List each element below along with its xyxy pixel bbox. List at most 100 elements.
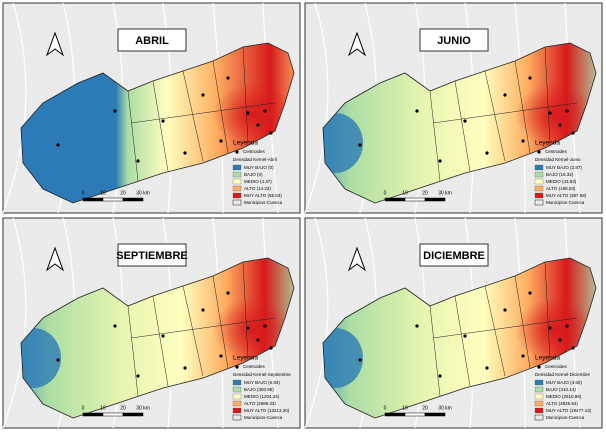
hotspot <box>515 83 595 147</box>
road <box>2 217 27 429</box>
municipal-boundary <box>484 70 506 162</box>
legend-swatch <box>534 192 544 199</box>
legend-item: MUY BAJO (2.87) <box>546 165 582 170</box>
scale-segment <box>82 197 104 202</box>
centroid <box>161 119 165 123</box>
legend-item: MUY BAJO (0) <box>244 165 274 170</box>
legend-item: Municipios-Cuenca <box>546 200 585 205</box>
road <box>304 2 329 214</box>
legend-item: MEDIO (4.37) <box>244 179 272 184</box>
north-arrow <box>45 31 65 57</box>
legend-title: Leyenda <box>233 355 258 362</box>
municipal-boundary <box>152 80 169 172</box>
centroid <box>136 159 140 163</box>
centroid <box>565 324 569 328</box>
legend-item: ALTO (188.03) <box>546 186 576 191</box>
legend-item: BAJO (300.95) <box>244 387 274 392</box>
scale-segment <box>424 197 446 202</box>
legend-swatch <box>534 199 544 206</box>
hotspot <box>515 298 595 362</box>
scale-segment <box>424 412 446 417</box>
municipal-boundary <box>182 70 204 162</box>
map-panel: ABRIL Leyenda Centroides Densidad Kernel-Ab… <box>2 2 301 214</box>
centroid <box>226 291 230 295</box>
scale-segment <box>102 412 124 417</box>
legend-swatch <box>232 185 242 192</box>
legend-swatch <box>232 379 242 386</box>
municipal-boundary <box>242 261 249 359</box>
hotspot <box>213 298 293 362</box>
legend-centroid-symbol <box>537 365 541 369</box>
legend-swatch <box>232 199 242 206</box>
title-box <box>117 28 187 52</box>
legend-item: Centroides <box>243 364 266 369</box>
centroid <box>565 109 569 113</box>
legend-subtitle: Densidad Kernel-Abril <box>233 157 277 162</box>
legend-item: ALTO (2889.33) <box>244 401 276 406</box>
centroid <box>358 358 362 362</box>
scale-label: 30 km <box>438 405 452 411</box>
municipal-boundary <box>182 285 204 377</box>
centroid <box>219 139 223 143</box>
centroid <box>246 111 250 115</box>
municipal-boundary <box>212 60 229 154</box>
legend-swatch <box>232 414 242 421</box>
centroid <box>219 354 223 358</box>
municipal-boundary <box>20 42 295 204</box>
municipal-boundary <box>20 257 295 419</box>
municipal-boundary <box>484 285 506 377</box>
centroid <box>263 109 267 113</box>
municipal-boundary <box>242 46 249 144</box>
municipal-boundary <box>432 102 578 124</box>
legend-swatch <box>534 400 544 407</box>
municipal-boundary <box>544 46 551 144</box>
scale-segment <box>102 197 124 202</box>
legend-title: Leyenda <box>535 355 560 362</box>
scale-segment <box>404 412 426 417</box>
title-box <box>419 243 489 267</box>
legend-swatch <box>232 393 242 400</box>
panel-title: DICIEMBRE <box>423 250 485 262</box>
title-box <box>419 28 489 52</box>
legend-item: MUY ALTO (19477.13) <box>546 408 592 413</box>
legend-item: MEDIO (43.63) <box>546 179 577 184</box>
centroid <box>571 346 575 350</box>
legend-centroid-symbol <box>235 150 239 154</box>
centroid <box>528 76 532 80</box>
legend-item: Centroides <box>545 364 568 369</box>
municipal-boundary <box>514 60 531 154</box>
centroid <box>256 338 260 342</box>
legend-item: BAJO (15.32) <box>546 172 574 177</box>
municipal-boundary <box>429 90 441 182</box>
centroid <box>415 109 419 113</box>
legend-item: Centroides <box>545 149 568 154</box>
centroid <box>503 93 507 97</box>
legend-swatch <box>232 164 242 171</box>
hotspot <box>213 83 293 147</box>
scale-segment <box>82 412 104 417</box>
centroid <box>485 151 489 155</box>
centroid <box>256 123 260 127</box>
legend-item: MUY BAJO (4.50) <box>546 380 582 385</box>
scale-label: 20 <box>422 190 428 196</box>
legend-item: MUY ALTO (13213.20) <box>244 408 290 413</box>
centroid <box>463 334 467 338</box>
legend-subtitle: Densidad Kernel-Junio <box>535 157 581 162</box>
legend-swatch <box>232 386 242 393</box>
centroid <box>528 291 532 295</box>
legend-swatch <box>534 379 544 386</box>
road <box>2 2 27 214</box>
north-arrow <box>45 246 65 272</box>
scale-label: 30 km <box>136 190 150 196</box>
municipal-boundary <box>544 261 551 359</box>
legend-swatch <box>232 400 242 407</box>
municipal-boundary <box>454 80 471 172</box>
legend-swatch <box>534 164 544 171</box>
scale-label: 0 <box>384 405 387 411</box>
municipal-boundary <box>130 317 276 339</box>
legend-item: MEDIO (2510.98) <box>546 394 582 399</box>
legend-swatch <box>232 171 242 178</box>
centroid <box>183 366 187 370</box>
municipal-boundary <box>322 257 597 419</box>
centroid <box>269 131 273 135</box>
